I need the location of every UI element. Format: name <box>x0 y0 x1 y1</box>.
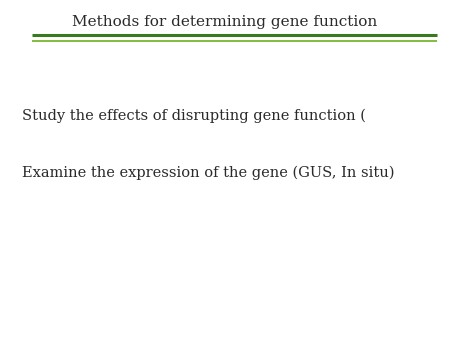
Text: Examine the expression of the gene (GUS, In situ): Examine the expression of the gene (GUS,… <box>22 166 395 180</box>
Text: Methods for determining gene function: Methods for determining gene function <box>72 15 378 29</box>
Text: Study the effects of disrupting gene function (: Study the effects of disrupting gene fun… <box>22 108 366 123</box>
